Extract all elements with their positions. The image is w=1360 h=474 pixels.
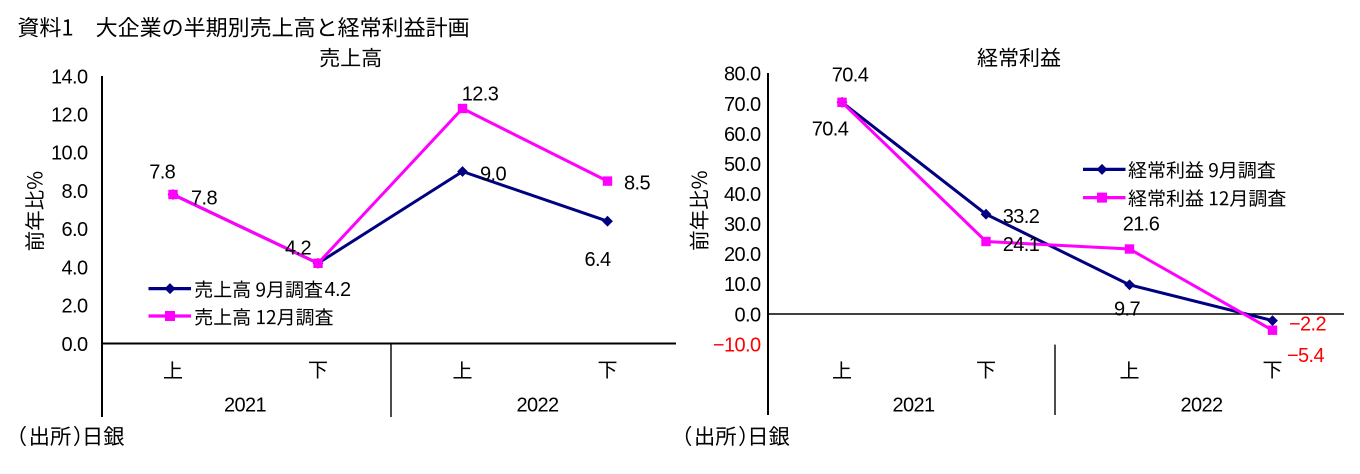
svg-text:12.3: 12.3: [462, 83, 499, 105]
svg-text:2021: 2021: [224, 394, 267, 416]
svg-text:70.4: 70.4: [812, 118, 849, 140]
svg-text:7.8: 7.8: [191, 187, 217, 209]
svg-text:2022: 2022: [516, 394, 559, 416]
svg-text:6.0: 6.0: [61, 219, 87, 241]
svg-text:6.4: 6.4: [584, 249, 610, 271]
svg-text:0.0: 0.0: [61, 334, 87, 356]
svg-text:−10.0: −10.0: [713, 335, 761, 357]
svg-text:4.2: 4.2: [324, 279, 350, 301]
svg-text:10.0: 10.0: [51, 143, 88, 165]
svg-text:10.0: 10.0: [724, 274, 761, 296]
svg-text:21.6: 21.6: [1123, 213, 1160, 235]
svg-text:4.0: 4.0: [61, 257, 87, 279]
svg-text:−5.4: −5.4: [1287, 345, 1325, 367]
svg-text:4.2: 4.2: [285, 237, 311, 259]
svg-text:70.4: 70.4: [832, 64, 869, 86]
svg-text:9.0: 9.0: [480, 163, 506, 185]
svg-text:40.0: 40.0: [724, 184, 761, 206]
svg-text:−2.2: −2.2: [1289, 314, 1327, 336]
svg-text:9.7: 9.7: [1114, 299, 1140, 321]
svg-text:8.0: 8.0: [61, 181, 87, 203]
svg-text:24.1: 24.1: [1003, 234, 1040, 256]
svg-text:0.0: 0.0: [734, 304, 760, 326]
svg-text:20.0: 20.0: [724, 244, 761, 266]
svg-text:14.0: 14.0: [51, 66, 88, 88]
svg-text:2021: 2021: [892, 394, 935, 416]
svg-text:12.0: 12.0: [51, 105, 88, 127]
svg-text:33.2: 33.2: [1003, 206, 1040, 228]
svg-text:80.0: 80.0: [724, 64, 761, 86]
svg-text:60.0: 60.0: [724, 124, 761, 146]
svg-text:70.0: 70.0: [724, 94, 761, 116]
svg-text:30.0: 30.0: [724, 214, 761, 236]
svg-text:7.8: 7.8: [149, 161, 175, 183]
svg-text:2.0: 2.0: [61, 296, 87, 318]
svg-text:8.5: 8.5: [624, 172, 650, 194]
svg-text:2022: 2022: [1180, 394, 1223, 416]
svg-text:50.0: 50.0: [724, 154, 761, 176]
